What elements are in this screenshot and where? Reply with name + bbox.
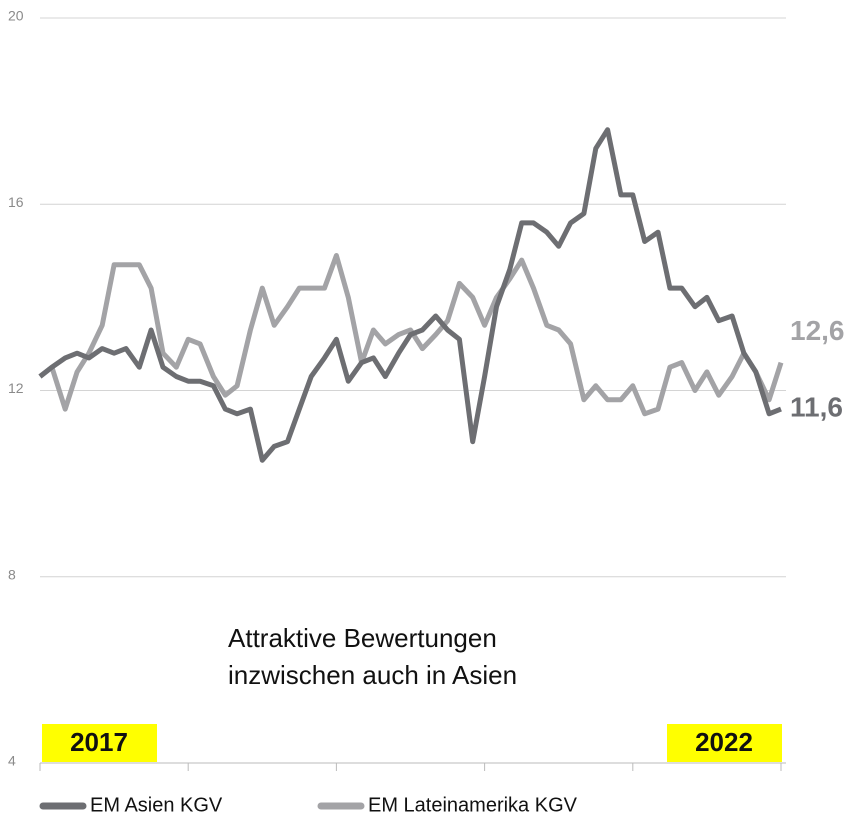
legend-label: EM Asien KGV <box>90 794 223 816</box>
end-label: 12,6 <box>790 315 845 346</box>
period-label: 2017 <box>70 727 128 757</box>
y-tick-label: 16 <box>8 194 24 210</box>
annotation: inzwischen auch in Asien <box>228 660 517 690</box>
end-label: 11,6 <box>790 392 843 423</box>
legend-label: EM Lateinamerika KGV <box>368 794 578 816</box>
y-tick-label: 4 <box>8 753 16 769</box>
y-tick-label: 8 <box>8 566 16 582</box>
series-line <box>38 127 782 463</box>
annotation: Attraktive Bewertungen <box>228 623 497 653</box>
period-label: 2022 <box>695 727 753 757</box>
period-box <box>667 724 782 762</box>
y-tick-label: 12 <box>8 380 24 396</box>
y-tick-label: 20 <box>8 8 24 24</box>
period-box <box>42 724 157 762</box>
series-line <box>38 253 784 417</box>
